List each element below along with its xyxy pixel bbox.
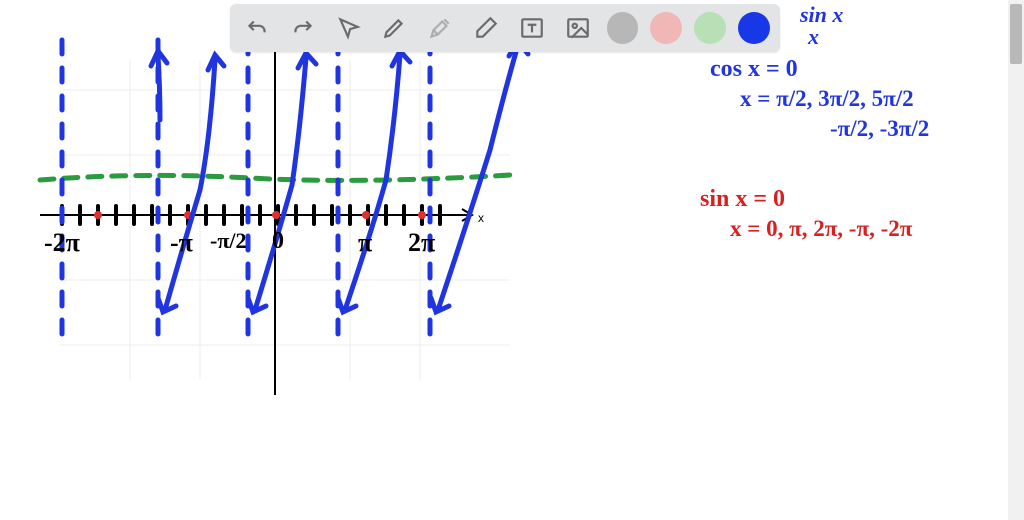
pointer-button[interactable] [332,11,366,45]
label-neg-pi2: -π/2 [210,228,247,254]
undo-button[interactable] [240,11,274,45]
pencil-icon [381,15,407,41]
tools-button[interactable] [423,11,457,45]
label-pi: π [358,228,372,258]
label-neg-pi: -π [170,228,193,258]
x-axis-label: x [478,211,484,225]
color-pink[interactable] [650,12,682,44]
note-cos-sol2: -π/2, -3π/2 [830,116,929,142]
pointer-icon [336,15,362,41]
color-grey[interactable] [607,12,639,44]
tools-icon [427,15,453,41]
whiteboard-canvas[interactable]: x -2π -π -π/2 0 π 2π sin x x cos x = 0 x… [0,0,1024,520]
image-icon [565,15,591,41]
undo-icon [244,15,270,41]
note-sin-eq: sin x = 0 [700,186,785,213]
label-neg-2pi: -2π [44,228,80,258]
text-box-icon [519,15,545,41]
grid [60,60,510,380]
color-blue[interactable] [738,12,770,44]
asymptotes [62,40,430,340]
redo-icon [290,15,316,41]
note-top2: x [808,24,819,50]
eraser-icon [473,15,499,41]
scrollbar-thumb[interactable] [1010,4,1022,64]
image-button[interactable] [561,11,595,45]
pencil-button[interactable] [377,11,411,45]
graph-svg: x [0,0,1024,520]
color-green[interactable] [694,12,726,44]
note-top1: sin x [800,2,843,28]
text-box-button[interactable] [515,11,549,45]
note-cos-eq: cos x = 0 [710,56,798,83]
label-zero: 0 [272,228,284,255]
drawing-toolbar [230,4,780,52]
eraser-button[interactable] [469,11,503,45]
redo-button[interactable] [286,11,320,45]
vertical-scrollbar[interactable] [1008,0,1024,520]
label-2pi: 2π [408,228,435,258]
note-cos-sol1: x = π/2, 3π/2, 5π/2 [740,86,914,112]
note-sin-sol: x = 0, π, 2π, -π, -2π [730,216,912,242]
